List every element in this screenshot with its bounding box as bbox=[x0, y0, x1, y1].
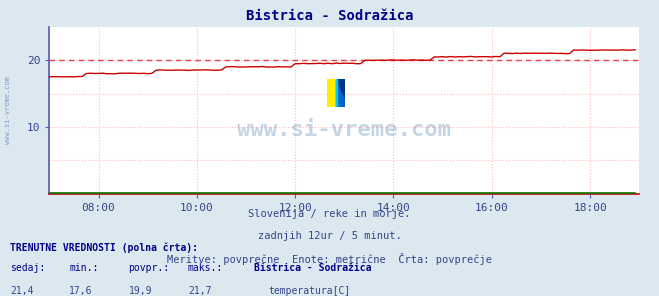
Text: min.:: min.: bbox=[69, 263, 99, 274]
Text: 17,6: 17,6 bbox=[69, 286, 93, 296]
Polygon shape bbox=[336, 79, 345, 98]
Text: 21,4: 21,4 bbox=[10, 286, 34, 296]
Text: www.si-vreme.com: www.si-vreme.com bbox=[5, 76, 11, 144]
Text: Bistrica - Sodražica: Bistrica - Sodražica bbox=[254, 263, 371, 274]
Text: 21,7: 21,7 bbox=[188, 286, 212, 296]
Text: maks.:: maks.: bbox=[188, 263, 223, 274]
Text: www.si-vreme.com: www.si-vreme.com bbox=[237, 120, 451, 140]
Text: zadnjih 12ur / 5 minut.: zadnjih 12ur / 5 minut. bbox=[258, 231, 401, 241]
Bar bbox=[327, 79, 336, 107]
Text: TRENUTNE VREDNOSTI (polna črta):: TRENUTNE VREDNOSTI (polna črta): bbox=[10, 243, 198, 253]
Text: Meritve: povprečne  Enote: metrične  Črta: povprečje: Meritve: povprečne Enote: metrične Črta:… bbox=[167, 253, 492, 265]
Bar bbox=[336, 79, 337, 107]
Text: sedaj:: sedaj: bbox=[10, 263, 45, 274]
Text: 19,9: 19,9 bbox=[129, 286, 152, 296]
Text: Bistrica - Sodražica: Bistrica - Sodražica bbox=[246, 9, 413, 23]
Text: povpr.:: povpr.: bbox=[129, 263, 169, 274]
Text: Slovenija / reke in morje.: Slovenija / reke in morje. bbox=[248, 209, 411, 219]
Text: temperatura[C]: temperatura[C] bbox=[268, 286, 351, 296]
Bar bbox=[336, 79, 345, 107]
